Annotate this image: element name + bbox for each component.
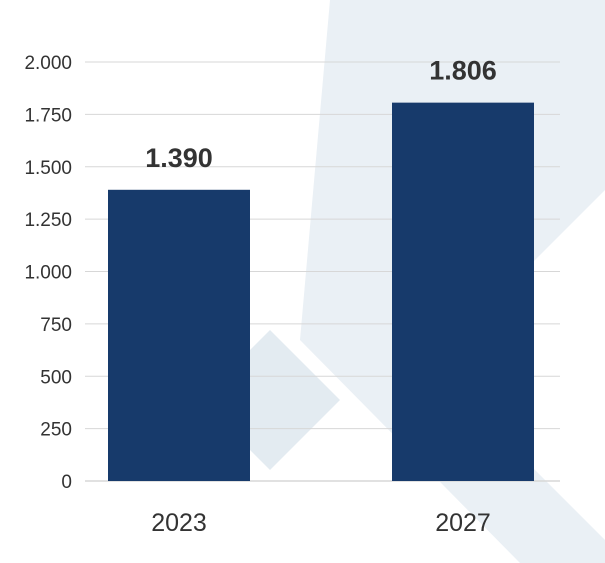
bars [108,102,534,482]
y-tick-label: 1.500 [24,158,72,179]
data-labels: 1.390 1.806 [145,56,497,173]
y-tick-label: 250 [40,420,72,441]
x-axis-labels: 2023 2027 [151,509,491,537]
bar-2023 [108,189,250,482]
data-label-2023: 1.390 [145,143,213,173]
data-label-2027: 1.806 [429,56,497,86]
x-tick-label: 2023 [151,509,207,537]
y-tick-label: 0 [61,472,72,493]
x-tick-label: 2027 [435,509,491,537]
y-tick-label: 1.750 [24,105,72,126]
y-tick-label: 1.250 [24,210,72,231]
bar-2027 [392,102,534,481]
y-tick-label: 2.000 [24,53,72,74]
y-tick-label: 750 [40,315,72,336]
y-tick-label: 1.000 [24,263,72,284]
y-axis-ticks: 0 250 500 750 1.000 1.250 1.500 1.750 2.000 [24,53,72,493]
y-tick-label: 500 [40,367,72,388]
